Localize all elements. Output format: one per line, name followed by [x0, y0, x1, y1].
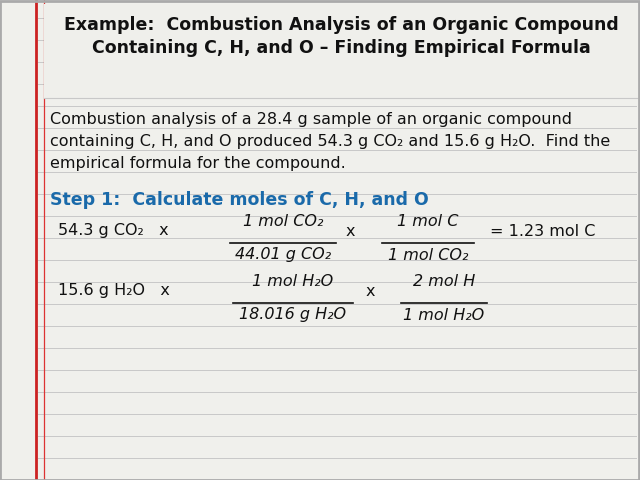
Text: 1 mol C: 1 mol C — [397, 215, 459, 229]
Text: empirical formula for the compound.: empirical formula for the compound. — [50, 156, 346, 171]
Text: Step 1:  Calculate moles of C, H, and O: Step 1: Calculate moles of C, H, and O — [50, 191, 429, 209]
Text: Containing C, H, and O – Finding Empirical Formula: Containing C, H, and O – Finding Empiric… — [92, 39, 590, 57]
Bar — [44, 4, 638, 98]
Text: 18.016 g H₂O: 18.016 g H₂O — [239, 308, 347, 323]
Text: 1 mol CO₂: 1 mol CO₂ — [388, 248, 468, 263]
Text: 1 mol CO₂: 1 mol CO₂ — [243, 215, 323, 229]
Text: x: x — [365, 284, 375, 299]
Text: 1 mol H₂O: 1 mol H₂O — [403, 308, 484, 323]
Text: x: x — [345, 224, 355, 239]
Text: 54.3 g CO₂   x: 54.3 g CO₂ x — [58, 224, 168, 239]
Text: 15.6 g H₂O   x: 15.6 g H₂O x — [58, 284, 170, 299]
Text: = 1.23 mol C: = 1.23 mol C — [490, 224, 595, 239]
Text: Combustion analysis of a 28.4 g sample of an organic compound: Combustion analysis of a 28.4 g sample o… — [50, 112, 572, 127]
Text: 1 mol H₂O: 1 mol H₂O — [252, 275, 333, 289]
Text: containing C, H, and O produced 54.3 g CO₂ and 15.6 g H₂O.  Find the: containing C, H, and O produced 54.3 g C… — [50, 134, 611, 149]
Text: Example:  Combustion Analysis of an Organic Compound: Example: Combustion Analysis of an Organ… — [63, 16, 618, 34]
Text: 44.01 g CO₂: 44.01 g CO₂ — [235, 248, 331, 263]
Text: 2 mol H: 2 mol H — [413, 275, 475, 289]
